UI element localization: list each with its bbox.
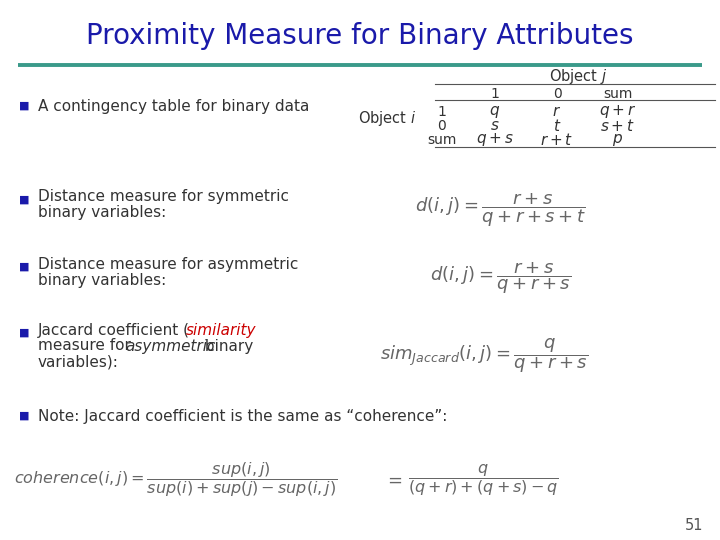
Text: 0: 0 (438, 119, 446, 133)
Text: $q+s$: $q+s$ (476, 132, 514, 148)
Text: measure for: measure for (38, 339, 136, 354)
Text: $sim_{Jaccard}(i, j) = \dfrac{q}{q + r + s}$: $sim_{Jaccard}(i, j) = \dfrac{q}{q + r +… (380, 336, 588, 375)
Text: $s$: $s$ (490, 118, 500, 133)
Text: similarity: similarity (186, 322, 256, 338)
Text: ■: ■ (19, 195, 30, 205)
Text: binary variables:: binary variables: (38, 273, 166, 287)
Text: $d(i, j) = \dfrac{r + s}{q + r + s + t}$: $d(i, j) = \dfrac{r + s}{q + r + s + t}$ (415, 191, 586, 229)
Text: sum: sum (427, 133, 456, 147)
Text: Jaccard coefficient (: Jaccard coefficient ( (38, 322, 190, 338)
Text: variables):: variables): (38, 354, 119, 369)
Text: $t$: $t$ (553, 118, 561, 134)
Text: $d(i, j) = \dfrac{r + s}{q + r + s}$: $d(i, j) = \dfrac{r + s}{q + r + s}$ (430, 260, 571, 296)
Text: $=$: $=$ (384, 471, 402, 489)
Text: $coherence(i, j) = \dfrac{sup(i, j)}{sup(i) + sup(j) - sup(i, j)}$: $coherence(i, j) = \dfrac{sup(i, j)}{sup… (14, 461, 338, 500)
Text: ■: ■ (19, 262, 30, 272)
Text: $q+r$: $q+r$ (599, 104, 636, 120)
Text: ■: ■ (19, 101, 30, 111)
Text: $\dfrac{q}{(q+r)+(q+s)-q}$: $\dfrac{q}{(q+r)+(q+s)-q}$ (408, 462, 559, 498)
Text: Distance measure for asymmetric: Distance measure for asymmetric (38, 256, 298, 272)
Text: $r+t$: $r+t$ (540, 132, 574, 148)
Text: 1: 1 (438, 105, 446, 119)
Text: Note: Jaccard coefficient is the same as “coherence”:: Note: Jaccard coefficient is the same as… (38, 408, 447, 423)
Text: sum: sum (603, 87, 633, 101)
Text: Object $j$: Object $j$ (549, 68, 607, 86)
Text: ■: ■ (19, 411, 30, 421)
Text: $r$: $r$ (552, 105, 562, 119)
Text: Proximity Measure for Binary Attributes: Proximity Measure for Binary Attributes (86, 22, 634, 50)
Text: Distance measure for symmetric: Distance measure for symmetric (38, 190, 289, 205)
Text: $q$: $q$ (490, 104, 500, 120)
Text: 0: 0 (553, 87, 562, 101)
Text: Object $i$: Object $i$ (358, 109, 416, 127)
Text: 51: 51 (685, 517, 703, 532)
Text: A contingency table for binary data: A contingency table for binary data (38, 98, 310, 113)
Text: 1: 1 (490, 87, 500, 101)
Text: binary: binary (200, 339, 253, 354)
Text: asymmetric: asymmetric (125, 339, 215, 354)
Text: binary variables:: binary variables: (38, 206, 166, 220)
Text: $p$: $p$ (613, 132, 624, 148)
Text: ■: ■ (19, 328, 30, 338)
Text: $s+t$: $s+t$ (600, 118, 636, 134)
